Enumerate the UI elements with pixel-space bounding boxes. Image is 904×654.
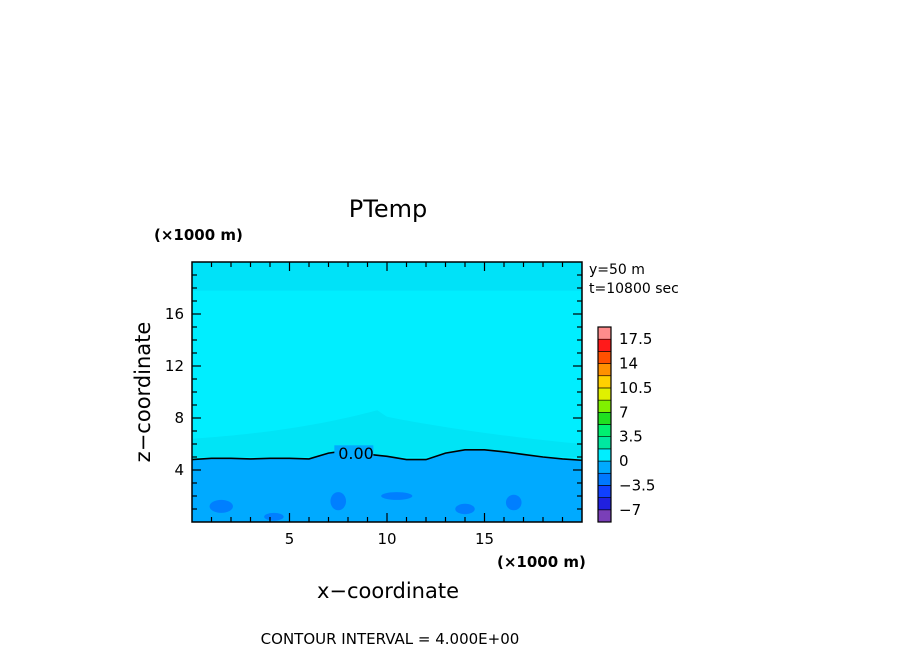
colorbar-swatch-10 (597, 387, 612, 401)
colorbar-tick-label-2: 10.5 (619, 379, 652, 397)
colorbar-swatch-8 (597, 412, 612, 425)
colorbar-swatch-3 (597, 472, 612, 486)
colorbar-swatch-7 (597, 424, 612, 437)
colorbar-tick-label-5: 0 (619, 452, 629, 470)
field-region-plume (192, 410, 582, 457)
info-line-y: y=50 m (589, 262, 645, 278)
contour-label-bg (334, 445, 374, 460)
z-tick-label-8: 8 (174, 409, 184, 427)
colorbar-swatch-13 (597, 351, 612, 364)
z-tick-label-4: 4 (174, 461, 184, 479)
z-tick-label-12: 12 (165, 357, 184, 375)
info-line-t: t=10800 sec (589, 281, 679, 297)
colorbar: 17.5 14 10.5 7 3.5 0 −3.5 −7 (597, 326, 655, 523)
contour-label-zero: 0.00 (338, 444, 374, 463)
z-unit-label: (×1000 m) (154, 226, 243, 244)
x-tick-label-5: 5 (285, 530, 295, 548)
colorbar-swatch-15 (597, 326, 612, 340)
colorbar-frame (597, 326, 612, 523)
field-blob-4 (505, 494, 522, 511)
colorbar-swatch-12 (597, 363, 612, 377)
colorbar-swatch-11 (597, 375, 612, 389)
colorbar-tick-label-4: 3.5 (619, 428, 643, 446)
colorbar-tick-label-1: 14 (619, 355, 638, 373)
field-blob-5 (264, 512, 284, 521)
z-axis-label: z−coordinate (131, 322, 155, 463)
x-ticks: 5 10 15 (210, 262, 564, 548)
colorbar-swatch-6 (597, 436, 612, 450)
colorbar-tick-label-6: −3.5 (619, 476, 655, 494)
chart-title: PTemp (349, 195, 427, 223)
x-axis-label: x−coordinate (317, 579, 459, 603)
colorbar-swatch-1 (597, 497, 612, 511)
z-ticks: 4 8 12 16 (165, 274, 582, 510)
field-blob-3 (455, 503, 475, 515)
zero-contour-line (191, 449, 583, 462)
colorbar-tick-label-3: 7 (619, 403, 629, 421)
field-blob-1 (330, 492, 347, 511)
colorbar-swatch-4 (597, 460, 612, 474)
colorbar-swatch-5 (597, 448, 612, 462)
colorbar-swatch-14 (597, 338, 612, 352)
colorbar-swatch-0 (597, 509, 612, 523)
x-tick-label-10: 10 (377, 530, 396, 548)
field-fill (192, 262, 582, 522)
colorbar-swatch-9 (597, 399, 612, 413)
field-blob-0 (209, 499, 233, 513)
colorbar-tick-label-7: −7 (619, 501, 641, 519)
z-tick-label-16: 16 (165, 305, 184, 323)
contour-interval-label: CONTOUR INTERVAL = 4.000E+00 (261, 630, 520, 648)
colorbar-tick-label-0: 17.5 (619, 330, 652, 348)
x-tick-label-15: 15 (475, 530, 494, 548)
plot-area (191, 261, 583, 523)
x-unit-label: (×1000 m) (497, 553, 586, 571)
field-region-negative (192, 449, 582, 522)
colorbar-swatch-2 (597, 485, 612, 498)
field-blob-2 (381, 492, 413, 500)
